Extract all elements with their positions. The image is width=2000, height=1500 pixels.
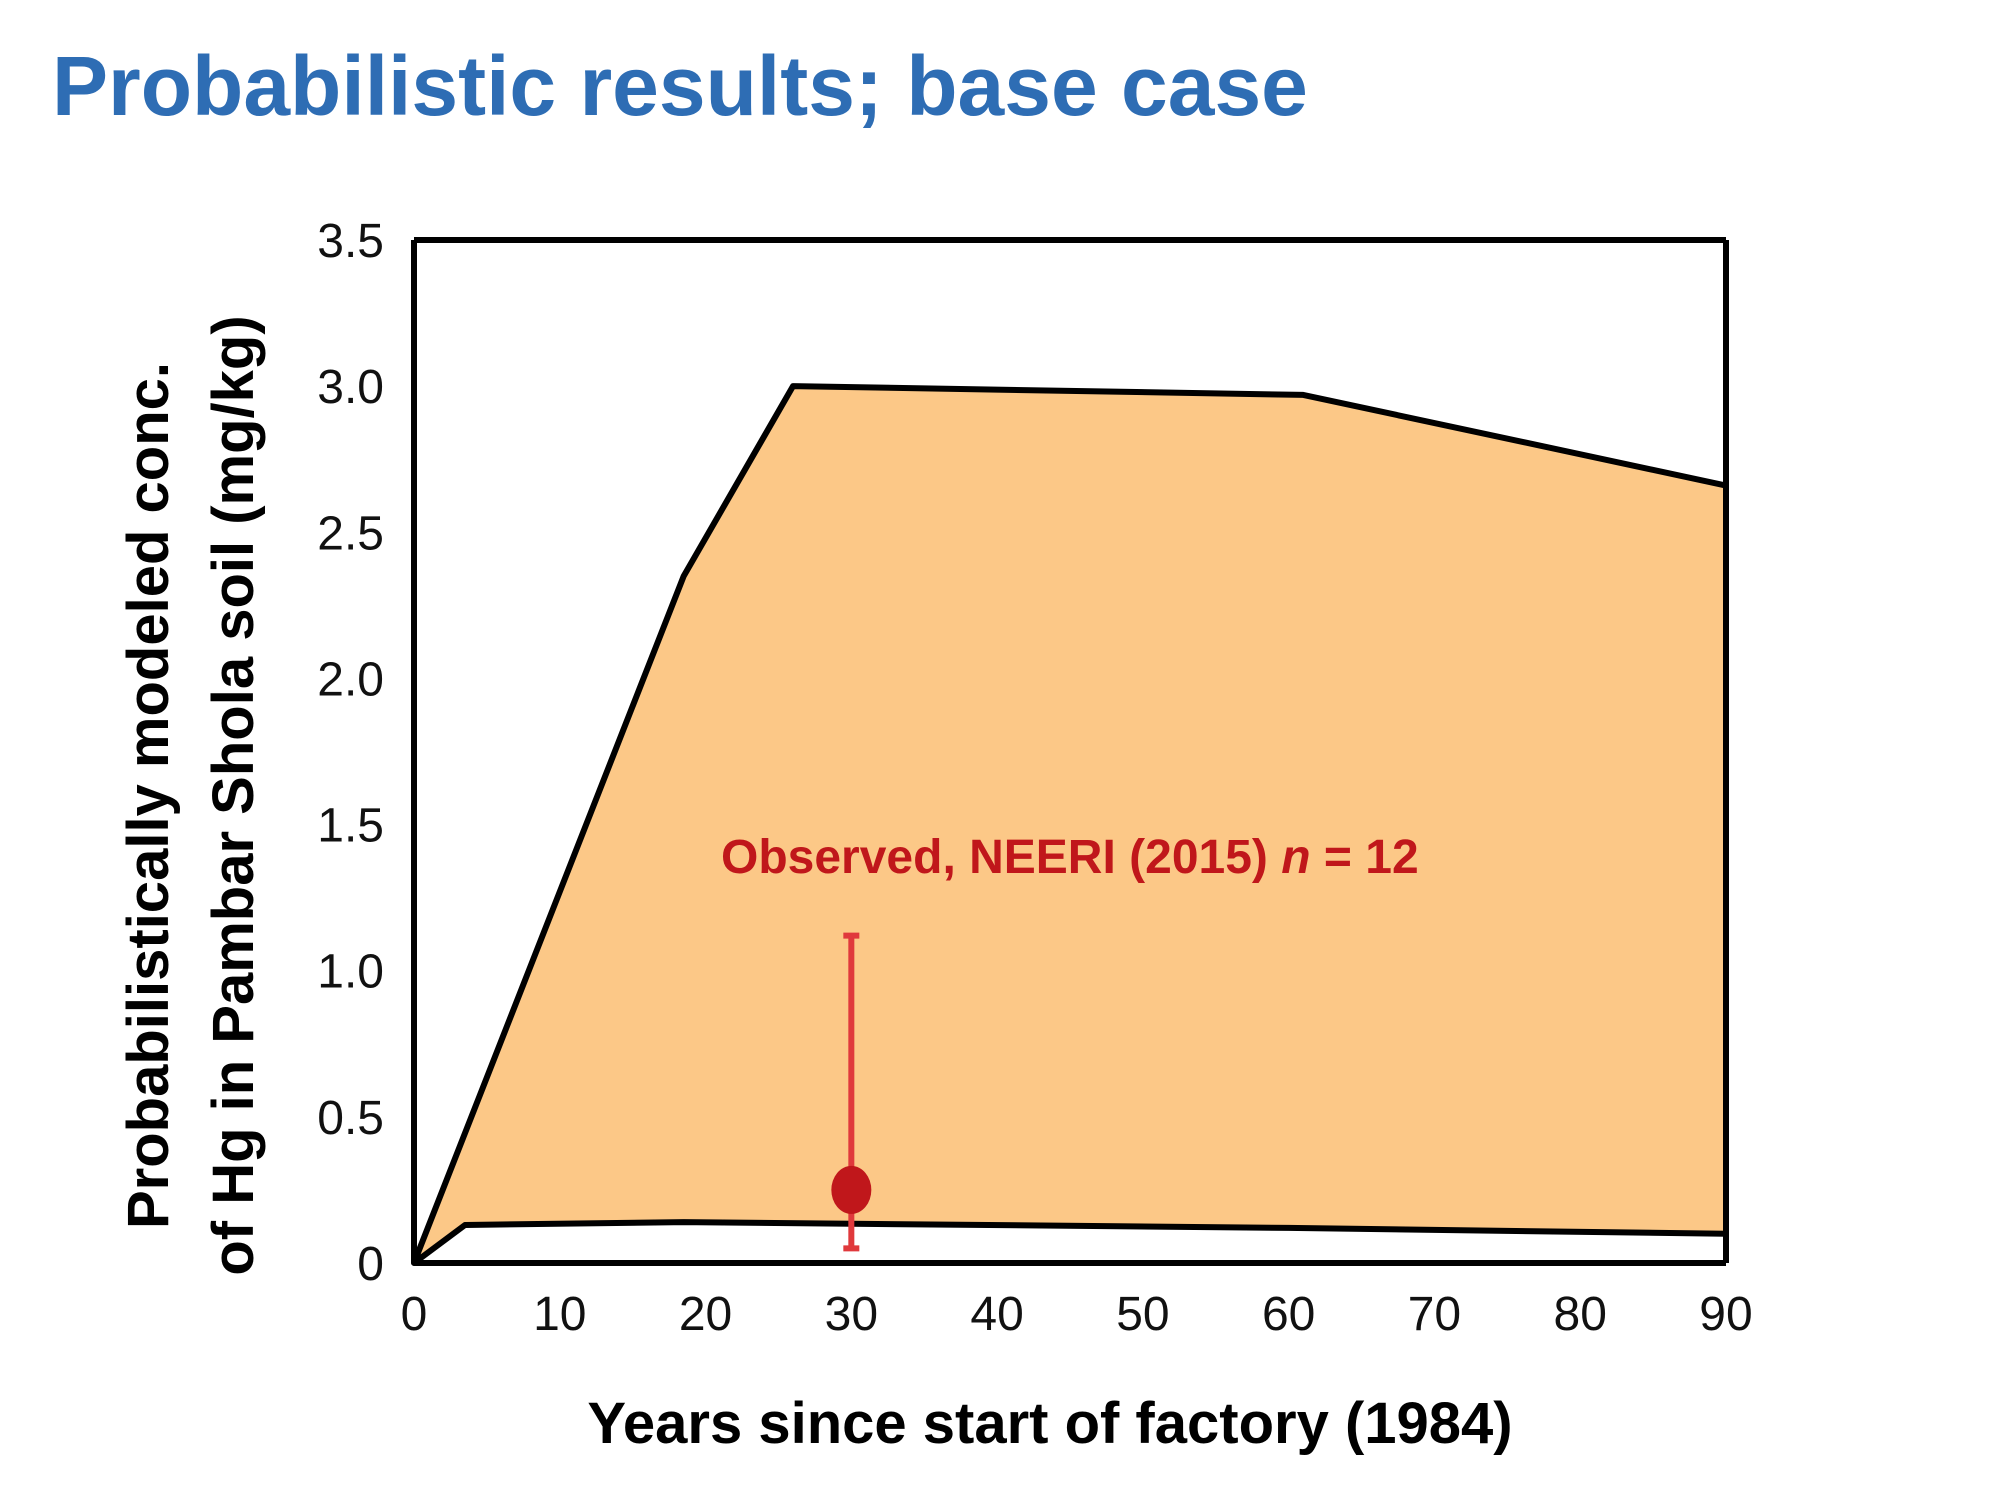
y-axis-title-line-2: of Hg in Pambar Shola soil (mg/kg) [201, 315, 266, 1275]
y-tick-label: 1.5 [317, 800, 384, 853]
x-tick-label: 90 [1699, 1288, 1752, 1341]
y-tick-labels: 0 0.5 1.0 1.5 2.0 2.5 3.0 3.5 [317, 215, 384, 1291]
observed-point [831, 1165, 872, 1214]
plot-frame-layer [411, 237, 1729, 1266]
y-axis-title-line-1: Probabilistically modeled conc. [116, 362, 181, 1229]
y-tick-label: 0.5 [317, 1092, 384, 1145]
y-tick-label: 2.5 [317, 507, 384, 560]
x-tick-label: 30 [825, 1288, 878, 1341]
x-tick-label: 40 [970, 1288, 1023, 1341]
x-axis-title: Years since start of factory (1984) [587, 1391, 1512, 1456]
slide-title: Probabilistic results; base case [52, 39, 1308, 133]
y-axis-title: Probabilistically modeled conc. of Hg in… [116, 315, 266, 1275]
x-tick-label: 70 [1408, 1288, 1461, 1341]
observed-annotation: Observed, NEERI (2015) n = 12 [721, 831, 1419, 884]
observed-point-layer [831, 932, 872, 1252]
x-tick-label: 60 [1262, 1288, 1315, 1341]
observed-annotation-prefix: Observed, NEERI (2015) [721, 831, 1281, 884]
y-tick-label: 0 [357, 1238, 384, 1291]
uncertainty-band [411, 383, 1729, 1266]
x-tick-label: 10 [533, 1288, 586, 1341]
x-tick-label: 0 [401, 1288, 428, 1341]
x-tick-labels: 0 10 20 30 40 50 60 70 80 90 [401, 1288, 1753, 1341]
observed-annotation-n: n [1281, 831, 1310, 884]
y-tick-label: 3.0 [317, 361, 384, 414]
y-tick-label: 3.5 [317, 215, 384, 268]
y-tick-label: 1.0 [317, 946, 384, 999]
y-tick-label: 2.0 [317, 653, 384, 706]
x-tick-label: 80 [1554, 1288, 1607, 1341]
observed-annotation-suffix: = 12 [1311, 831, 1419, 884]
x-tick-label: 20 [679, 1288, 732, 1341]
uncertainty-band-layer [411, 383, 1729, 1266]
x-tick-label: 50 [1116, 1288, 1169, 1341]
